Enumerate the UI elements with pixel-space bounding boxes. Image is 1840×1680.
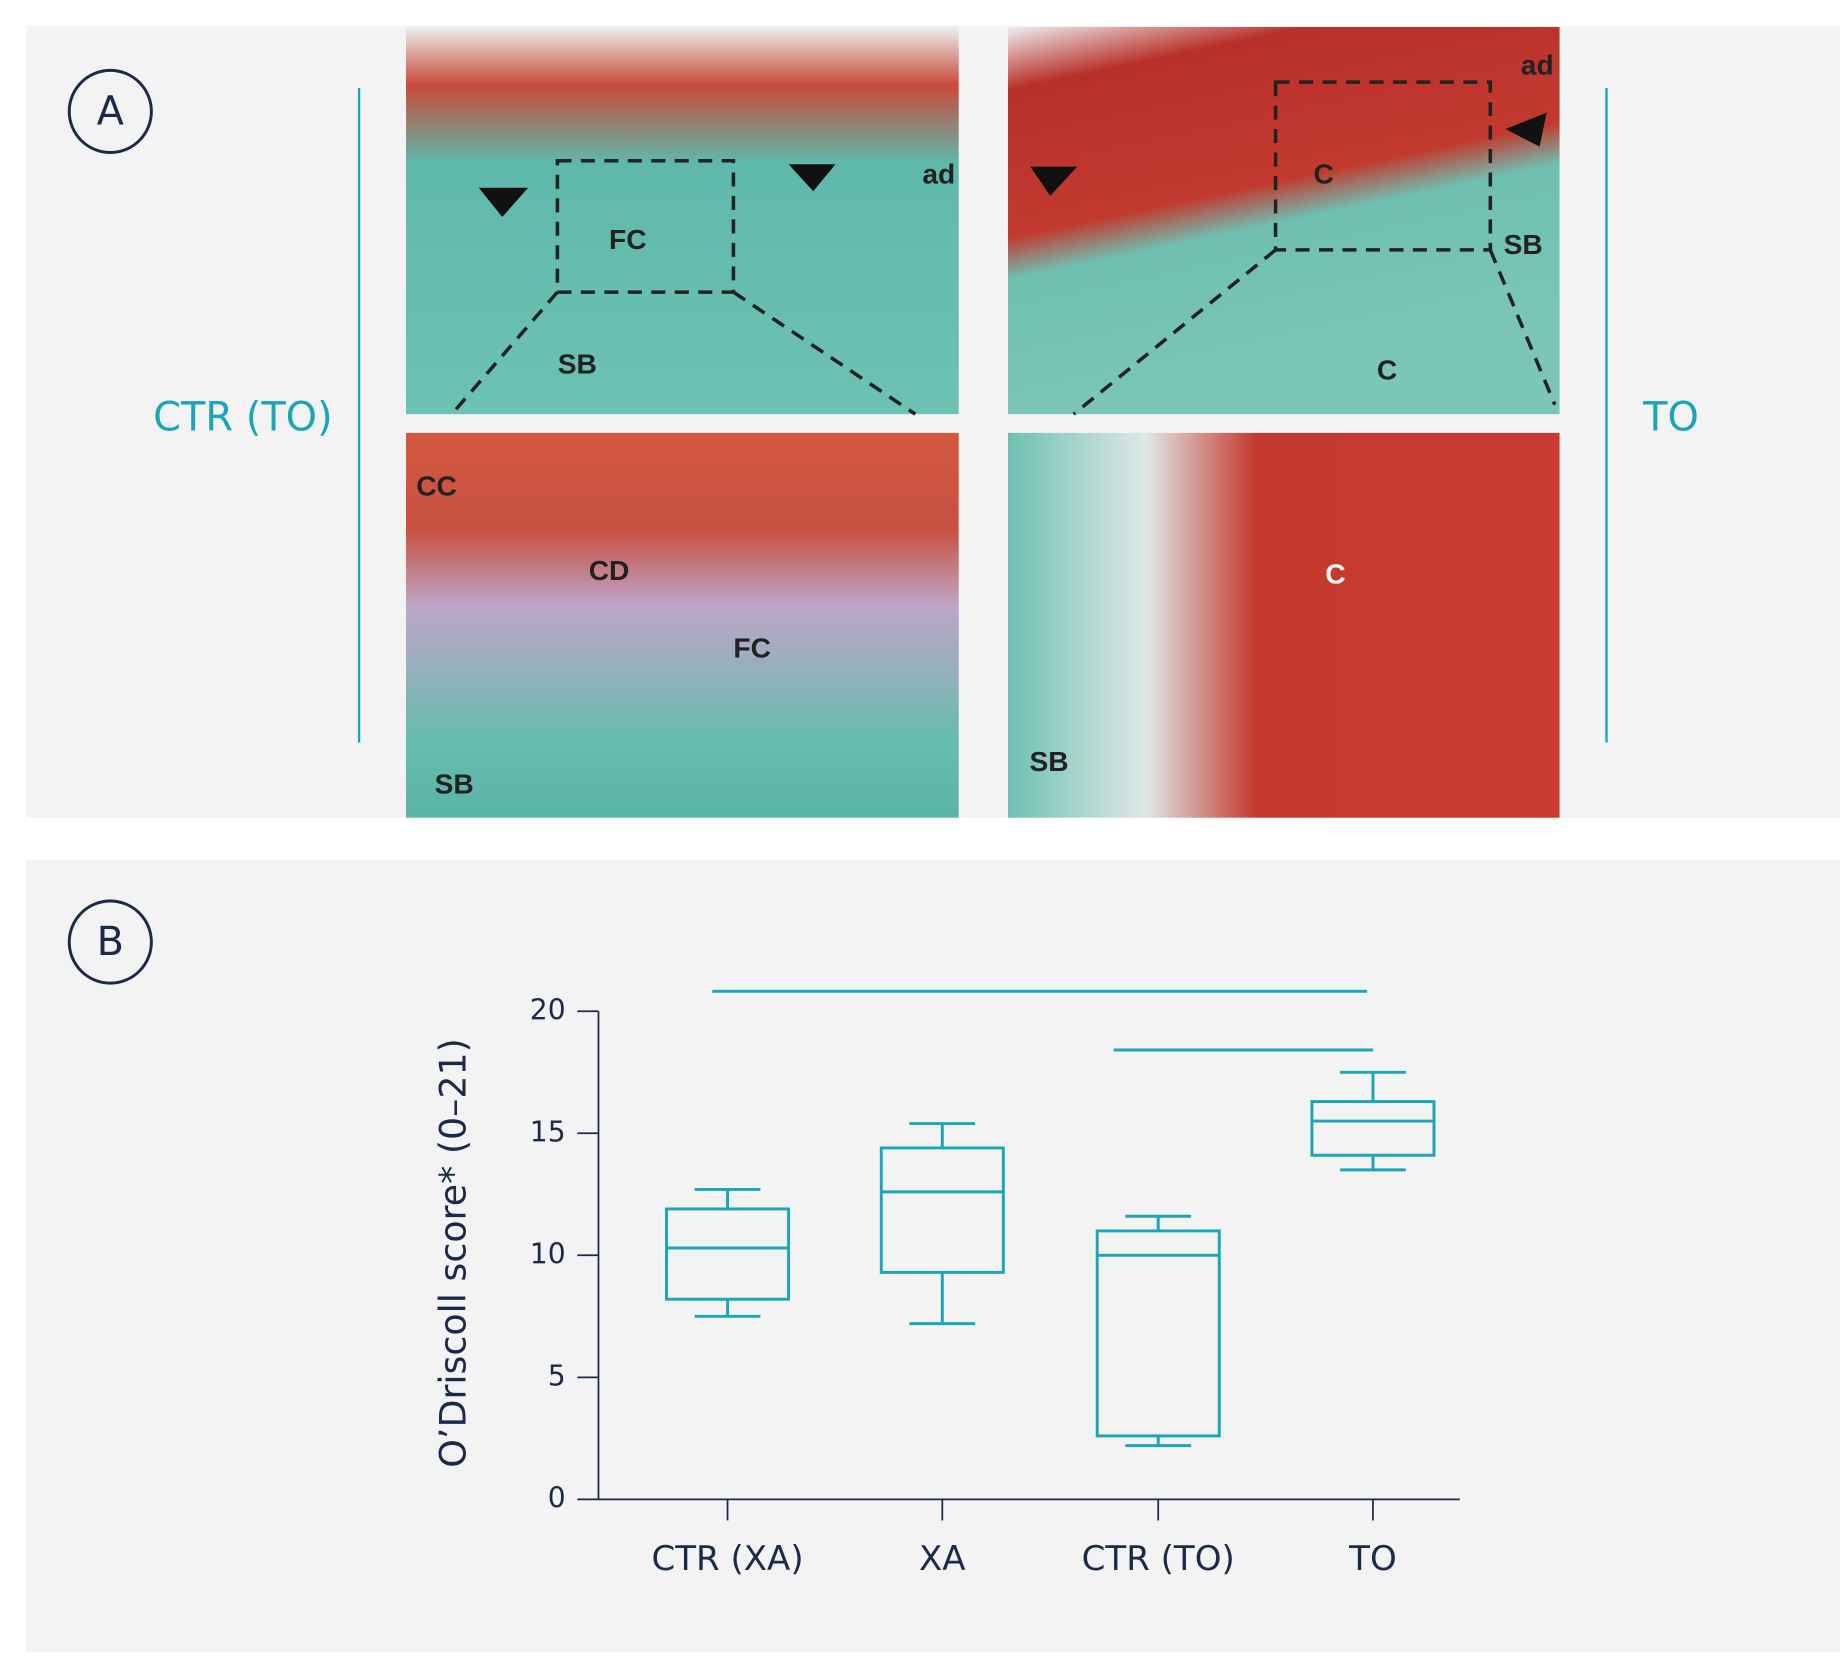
y-tick-label: 0	[548, 1481, 566, 1514]
y-tick-label: 5	[548, 1359, 566, 1392]
y-tick-label: 10	[530, 1237, 566, 1270]
x-tick-label: CTR (XA)	[651, 1539, 803, 1579]
image-label: C	[1325, 558, 1345, 589]
box	[1095, 1229, 1221, 1438]
histology-image	[406, 432, 959, 818]
y-tick-label: 15	[530, 1115, 566, 1148]
image-label: SB	[1030, 746, 1069, 777]
x-tick-label: CTR (TO)	[1082, 1539, 1235, 1579]
panel-label: B	[97, 919, 124, 965]
histology-image	[1008, 432, 1560, 818]
panel-label: A	[97, 88, 124, 134]
image-label: CC	[416, 470, 457, 501]
zoom-guides	[450, 80, 1557, 416]
histology-image	[406, 26, 959, 415]
y-axis-label: O’Driscoll score* (0–21)	[431, 1038, 474, 1468]
panel-badge	[67, 899, 153, 985]
image-label: ad	[1521, 49, 1554, 80]
box	[1310, 1100, 1436, 1157]
image-label: ad	[922, 158, 955, 189]
histology-image	[1008, 26, 1560, 415]
box	[879, 1146, 1005, 1274]
image-label: FC	[609, 224, 647, 255]
group-label: CTR (TO)	[153, 395, 332, 441]
x-tick-label: XA	[919, 1539, 966, 1579]
arrowheads	[478, 112, 1547, 218]
image-label: SB	[558, 348, 597, 379]
panel-b-bg	[25, 859, 1840, 1652]
image-label: FC	[733, 632, 771, 663]
y-tick-label: 20	[530, 993, 566, 1026]
image-label: C	[1377, 354, 1397, 385]
image-label: SB	[435, 768, 474, 799]
x-tick-label: TO	[1348, 1539, 1397, 1579]
image-label: CD	[589, 555, 630, 586]
group-label: TO	[1642, 395, 1699, 441]
panel-badge	[67, 68, 153, 154]
image-label: SB	[1504, 229, 1543, 260]
box	[665, 1207, 791, 1301]
image-label: C	[1314, 158, 1334, 189]
